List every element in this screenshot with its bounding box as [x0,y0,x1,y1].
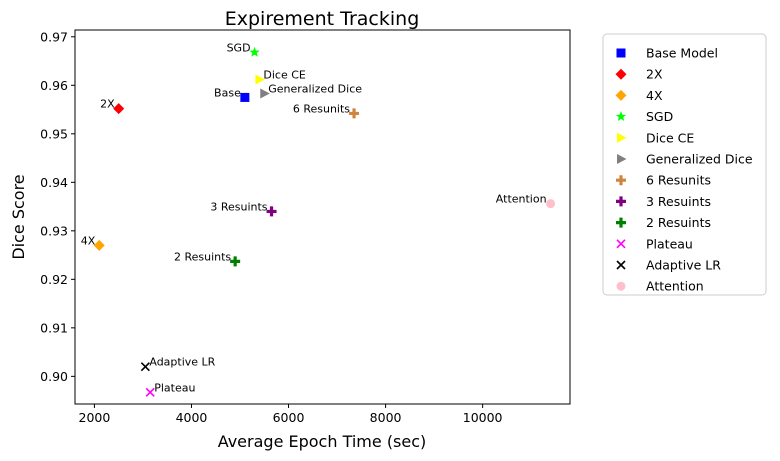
plot-area: Base 2X 4X SGD Dice CE Generalized Dice 6 Resu… [81,41,556,397]
legend-marker [615,68,627,80]
data-point [349,108,360,119]
y-tick-label: 0.96 [40,78,68,93]
x-tick-label: 4000 [176,410,208,425]
point-label: Plateau [154,381,195,394]
legend-marker [616,239,626,249]
legend-marker [616,196,626,207]
point-label: Base [214,86,241,99]
data-point [546,199,556,209]
legend-marker [616,260,626,270]
legend-label: 2X [646,67,663,82]
y-tick-label: 0.92 [40,272,68,287]
data-point [260,88,270,99]
point-label: 3 Resuints [210,200,267,213]
point-label: 4X [81,234,96,247]
legend-label: Dice CE [646,130,694,145]
x-axis-label: Average Epoch Time (sec) [218,432,427,451]
y-tick-label: 0.95 [40,126,68,141]
legend-label: Attention [646,279,704,294]
data-point [249,46,260,57]
data-point [266,206,277,217]
x-tick-label: 10000 [463,410,503,425]
legend-marker [616,48,626,58]
legend-marker [616,175,626,186]
data-point [230,256,241,267]
legend-marker [615,111,627,122]
data-point [255,74,265,85]
point-label: 6 Resunits [293,102,350,115]
axis-ticks: 2000 4000 6000 8000 10000 0.90 0.91 0.92 0.93 0.9… [40,29,502,425]
data-point [113,103,125,115]
data-point [140,362,150,372]
x-tick-label: 8000 [370,410,402,425]
legend-label: Generalized Dice [646,152,753,167]
legend-marker [617,132,627,143]
legend-marker [616,281,626,291]
legend-label: Base Model [646,46,718,61]
y-tick-label: 0.94 [40,175,68,190]
x-tick-label: 2000 [79,410,111,425]
legend: Base Model 2X 4X SGD Dice CE Generalized Dice… [602,33,767,296]
legend-label: 3 Resuints [646,194,711,209]
chart-title: Expirement Tracking [225,8,420,30]
y-tick-label: 0.91 [40,320,68,335]
x-tick-label: 6000 [273,410,305,425]
legend-label: 2 Resuints [646,215,711,230]
legend-label: 6 Resunits [646,173,711,188]
plot-frame [74,29,571,405]
point-label: Generalized Dice [268,83,362,96]
y-axis-label: Dice Score [9,174,28,259]
y-tick-label: 0.97 [40,29,68,44]
legend-label: SGD [646,109,673,124]
y-tick-label: 0.90 [40,369,68,384]
point-label: SGD [227,41,251,54]
point-label: Dice CE [263,68,306,81]
legend-marker [616,217,626,228]
data-point [145,387,155,397]
legend-label: Plateau [646,236,693,251]
legend-label: Adaptive LR [646,258,721,273]
point-label: Attention [496,193,547,206]
legend-label: 4X [646,88,663,103]
legend-box [602,33,767,296]
legend-marker [615,89,627,101]
legend-marker [617,154,627,164]
point-label: 2X [100,98,115,111]
data-point [93,239,105,251]
point-label: Adaptive LR [149,356,215,369]
y-tick-label: 0.93 [40,223,68,238]
point-label: 2 Resuints [174,250,231,263]
data-point [240,92,250,102]
